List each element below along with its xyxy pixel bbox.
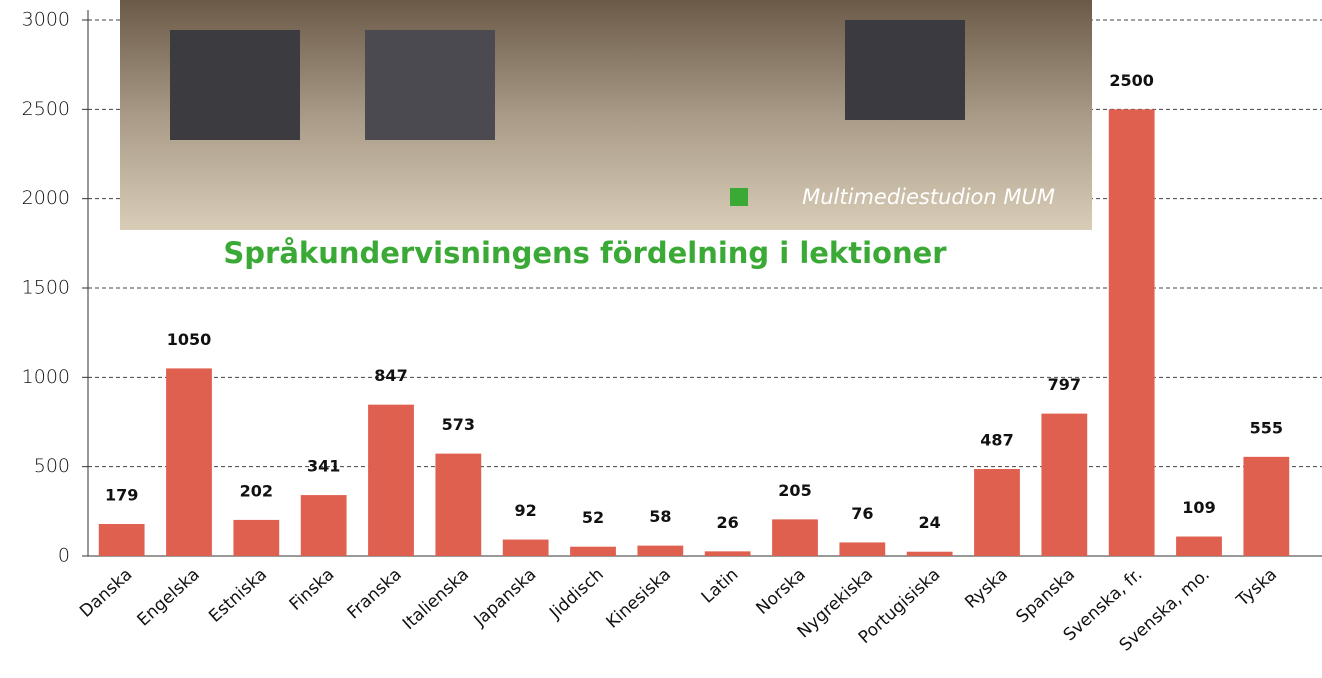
y-tick-label: 1500 [22, 277, 70, 299]
photo-detail [365, 30, 495, 140]
x-tick-label: Finska [286, 565, 339, 615]
value-label: 573 [442, 415, 475, 434]
value-label: 24 [919, 513, 941, 532]
caption-marker [730, 188, 748, 206]
value-label: 202 [240, 481, 273, 500]
y-tick-label: 2500 [22, 98, 70, 120]
x-tick-label: Spanska [1012, 565, 1079, 628]
value-label: 179 [105, 486, 138, 505]
photo-detail [845, 20, 965, 120]
bar [772, 519, 818, 556]
bar [637, 546, 683, 556]
y-tick-label: 0 [58, 545, 70, 567]
bar [301, 495, 347, 556]
y-tick-label: 2000 [22, 187, 70, 209]
bar [1041, 414, 1087, 556]
y-tick-label: 1000 [22, 366, 70, 388]
bar [1109, 109, 1155, 556]
x-tick-label: Italienska [399, 565, 473, 634]
x-tick-label: Latin [698, 565, 743, 608]
value-label: 2500 [1109, 71, 1154, 90]
value-label: 341 [307, 457, 340, 476]
value-label: 109 [1182, 498, 1215, 517]
y-tick-label: 500 [34, 455, 70, 477]
bar [503, 540, 549, 556]
photo-detail [170, 30, 300, 140]
value-label: 58 [649, 507, 671, 526]
bar [368, 405, 414, 556]
x-tick-label: Tyska [1232, 565, 1281, 612]
bar [907, 552, 953, 556]
value-label: 847 [374, 366, 407, 385]
bar [166, 368, 212, 556]
value-label: 797 [1048, 375, 1081, 394]
value-label: 52 [582, 508, 604, 527]
bar [233, 520, 279, 556]
bar [570, 547, 616, 556]
y-tick-label: 3000 [22, 9, 70, 31]
bar [435, 454, 481, 556]
value-label: 26 [717, 513, 739, 532]
chart: Multimediestudion MUM Språkundervisninge… [0, 0, 1322, 678]
chart-title: Språkundervisningens fördelning i lektio… [223, 236, 947, 270]
photo-caption: Multimediestudion MUM [802, 185, 1055, 209]
value-label: 76 [851, 504, 873, 523]
x-tick-label: Franska [344, 565, 406, 624]
value-label: 205 [778, 481, 811, 500]
bar [99, 524, 145, 556]
bar [839, 542, 885, 556]
value-label: 555 [1250, 418, 1283, 437]
value-label: 1050 [167, 330, 212, 349]
value-label: 92 [515, 501, 537, 520]
x-tick-label: Norska [753, 565, 810, 619]
x-tick-label: Danska [76, 565, 136, 622]
x-tick-label: Estniska [205, 565, 271, 627]
x-tick-label: Ryska [961, 565, 1011, 613]
bar [1243, 457, 1289, 556]
bar [705, 551, 751, 556]
bar [1176, 537, 1222, 556]
x-tick-label: Japanska [470, 565, 541, 632]
x-tick-label: Jiddisch [545, 565, 607, 624]
bar [974, 469, 1020, 556]
x-tick-label: Engelska [134, 565, 204, 631]
x-tick-label: Kinesiska [603, 565, 675, 633]
value-label: 487 [980, 430, 1013, 449]
